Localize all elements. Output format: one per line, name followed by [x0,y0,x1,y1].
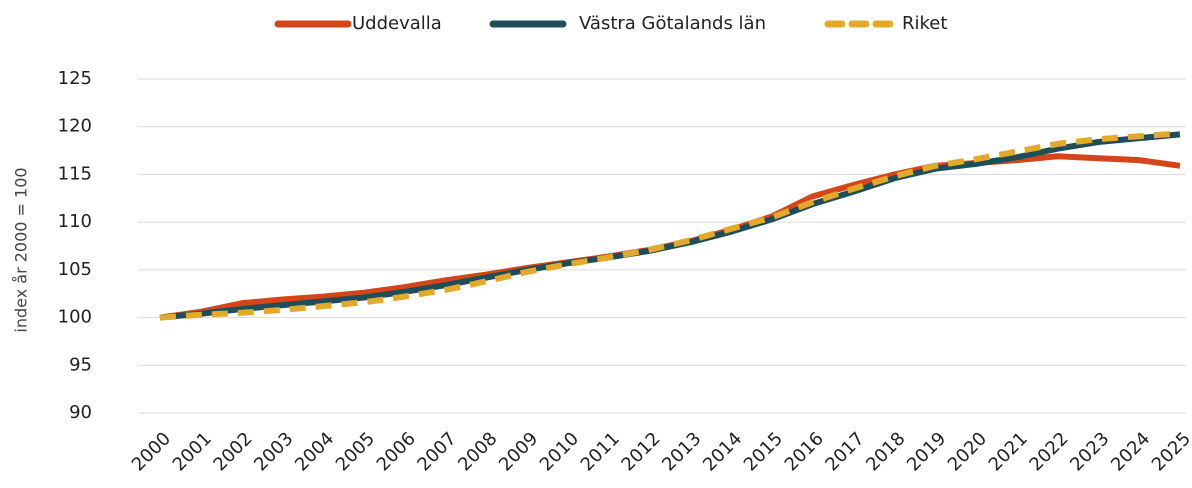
x-tick-label: 2021 [985,428,1032,475]
series-line [159,130,1181,321]
x-tick-label: 2002 [209,428,256,475]
x-tick-label: 2001 [169,428,216,475]
x-tick-label: 2022 [1025,428,1072,475]
x-tick-label: 2017 [821,428,868,475]
x-tick-label: 2004 [291,428,338,475]
legend-label: Västra Götalands län [579,13,766,34]
x-tick-label: 2007 [413,428,460,475]
x-tick-label: 2000 [128,428,175,475]
legend-label: Uddevalla [352,13,442,34]
x-tick-label: 2013 [658,428,705,475]
x-tick-label: 2024 [1107,428,1154,475]
x-tick-label: 2016 [781,428,828,475]
y-tick-label: 115 [58,163,92,184]
x-tick-label: 2014 [699,428,746,475]
y-axis-label: index år 2000 = 100 [12,167,31,332]
x-tick-label: 2025 [1148,428,1192,475]
y-tick-label: 120 [58,116,92,137]
x-tick-label: 2011 [577,428,624,475]
x-tick-label: 2018 [862,428,909,475]
x-tick-label: 2008 [454,428,501,475]
legend-label: Riket [902,13,947,34]
y-tick-label: 90 [69,402,92,423]
x-tick-label: 2019 [903,428,950,475]
x-tick-label: 2006 [373,428,420,475]
x-tick-label: 2005 [332,428,379,475]
x-tick-label: 2009 [495,428,542,475]
y-tick-label: 105 [58,259,92,280]
x-tick-label: 2015 [740,428,787,475]
y-tick-label: 100 [58,307,92,328]
x-tick-label: 2003 [250,428,297,475]
x-tick-label: 2023 [1066,428,1113,475]
y-tick-label: 95 [69,354,92,375]
y-tick-label: 125 [58,68,92,89]
x-tick-label: 2020 [944,428,991,475]
series-line [159,131,1181,321]
x-tick-label: 2010 [536,428,583,475]
y-tick-label: 110 [58,211,92,232]
series-line [159,153,1181,321]
x-tick-label: 2012 [617,428,664,475]
